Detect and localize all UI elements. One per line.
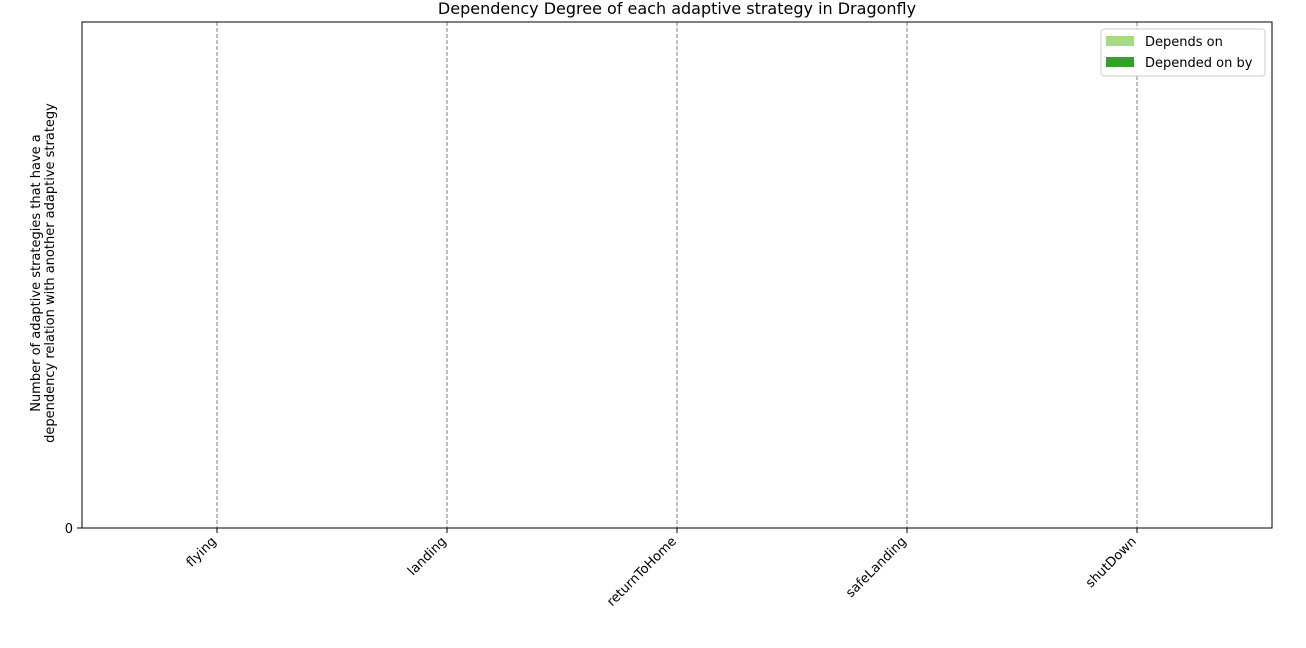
x-tick-label-flying: flying — [184, 534, 220, 570]
legend-swatch-depends-on — [1106, 36, 1134, 46]
y-tick-label-0: 0 — [65, 522, 73, 537]
chart-title: Dependency Degree of each adaptive strat… — [438, 0, 916, 18]
x-tick-label-safelanding: safeLanding — [843, 534, 910, 601]
x-axis-ticks: flying landing returnToHome safeLanding shut… — [184, 528, 1140, 610]
legend: Depends on Depended on by — [1100, 28, 1266, 77]
legend-swatch-depended-on-by — [1106, 57, 1134, 67]
gridlines — [216, 22, 1138, 528]
x-tick-label-landing: landing — [405, 534, 450, 579]
legend-label-depended-on-by: Depended on by — [1145, 56, 1253, 71]
legend-frame — [1100, 28, 1266, 77]
x-tick-label-shutdown: shutDown — [1083, 534, 1140, 591]
y-axis-label-line-1: Number of adaptive strategies that have … — [29, 134, 44, 412]
y-axis-label: Number of adaptive strategies that have … — [29, 103, 58, 443]
y-axis-label-line-2: dependency relation with another adaptiv… — [43, 103, 58, 443]
x-tick-label-returntohome: returnToHome — [604, 534, 680, 610]
legend-label-depends-on: Depends on — [1145, 35, 1223, 50]
y-axis-ticks: 0 — [65, 522, 82, 537]
